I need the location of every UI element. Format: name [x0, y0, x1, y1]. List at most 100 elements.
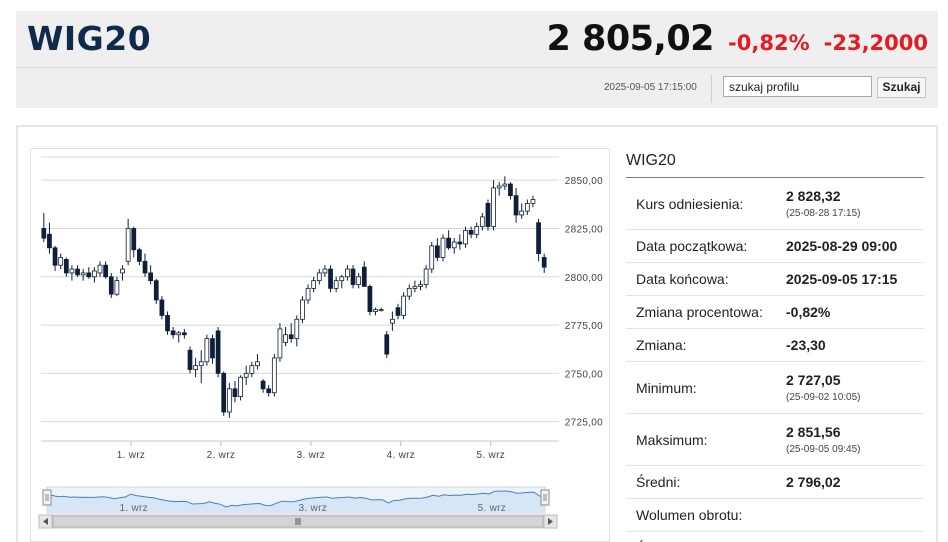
candle[interactable] — [508, 182, 513, 200]
candle[interactable] — [390, 311, 395, 331]
candle[interactable] — [401, 292, 407, 320]
candle[interactable] — [181, 328, 187, 339]
candle[interactable] — [541, 253, 547, 273]
candle[interactable] — [294, 315, 300, 347]
candle[interactable] — [52, 245, 58, 271]
candle[interactable] — [423, 265, 429, 289]
candle[interactable] — [502, 176, 508, 190]
candlestick-chart[interactable]: 2725,00 2750,00 2775,00 2800,00 2825,00 2850,… — [31, 149, 609, 541]
candle[interactable] — [271, 354, 277, 397]
candle[interactable] — [204, 334, 210, 366]
search-button[interactable]: Szukaj — [877, 77, 926, 98]
candle[interactable] — [108, 272, 114, 299]
candle[interactable] — [361, 261, 367, 287]
candle[interactable] — [75, 265, 80, 277]
candle[interactable] — [277, 323, 283, 362]
candle[interactable] — [474, 222, 480, 239]
candle[interactable] — [463, 226, 468, 248]
candle[interactable] — [305, 284, 311, 304]
candle[interactable] — [193, 357, 198, 378]
handle-body — [540, 489, 550, 506]
candle[interactable] — [80, 269, 86, 281]
candle[interactable] — [479, 213, 485, 231]
candle[interactable] — [530, 195, 536, 208]
candle[interactable] — [524, 199, 530, 215]
candle[interactable] — [513, 187, 519, 223]
candle[interactable] — [395, 303, 401, 320]
candle[interactable] — [485, 199, 491, 231]
candle[interactable] — [311, 276, 317, 293]
candle[interactable] — [322, 265, 328, 277]
candle[interactable] — [288, 323, 294, 343]
candle[interactable] — [187, 346, 193, 374]
candle[interactable] — [97, 261, 103, 277]
candle[interactable] — [451, 238, 457, 254]
candle[interactable] — [440, 234, 446, 262]
candle[interactable] — [519, 203, 525, 219]
candle[interactable] — [120, 265, 125, 281]
navigator-handle-left[interactable] — [42, 489, 52, 506]
candle[interactable] — [86, 267, 92, 279]
candle[interactable] — [333, 276, 339, 293]
scroll-left-button[interactable] — [38, 514, 53, 529]
candle[interactable] — [429, 242, 435, 273]
candle[interactable] — [238, 375, 243, 401]
candle[interactable] — [232, 381, 238, 403]
candle[interactable] — [446, 230, 451, 250]
candle[interactable] — [496, 182, 502, 196]
candle[interactable] — [137, 247, 142, 266]
candle[interactable] — [316, 269, 322, 285]
candle[interactable] — [367, 284, 373, 316]
range-navigator[interactable]: 1. wrz 3. wrz 5. wrz — [38, 486, 558, 529]
candle[interactable] — [283, 327, 288, 347]
candle[interactable] — [198, 350, 204, 384]
candle[interactable] — [226, 383, 232, 418]
candle[interactable] — [260, 379, 266, 393]
candle[interactable] — [41, 213, 47, 243]
candle[interactable] — [159, 296, 165, 320]
candle[interactable] — [125, 218, 131, 266]
candle[interactable] — [266, 384, 272, 397]
candle[interactable] — [536, 218, 541, 262]
candle[interactable] — [103, 261, 109, 279]
candle[interactable] — [491, 180, 496, 231]
candle[interactable] — [255, 354, 260, 370]
candle[interactable] — [170, 327, 176, 339]
candle[interactable] — [131, 226, 137, 258]
candle[interactable] — [153, 278, 159, 304]
candle[interactable] — [221, 371, 227, 416]
candle[interactable] — [142, 253, 148, 277]
candle[interactable] — [176, 330, 182, 343]
candle[interactable] — [300, 296, 305, 324]
candle[interactable] — [356, 272, 362, 289]
candle[interactable] — [412, 280, 418, 293]
candle[interactable] — [373, 307, 378, 316]
candle[interactable] — [350, 265, 356, 289]
candle[interactable] — [418, 280, 423, 291]
candle[interactable] — [468, 226, 474, 239]
candle[interactable] — [457, 234, 463, 250]
candle[interactable] — [249, 361, 255, 378]
candle[interactable] — [215, 327, 221, 378]
candle[interactable] — [406, 284, 412, 300]
candle[interactable] — [63, 257, 69, 277]
candle[interactable] — [434, 238, 440, 262]
candle[interactable] — [165, 311, 170, 335]
candle[interactable] — [243, 365, 249, 385]
candle-body — [232, 388, 238, 397]
candle[interactable] — [328, 265, 333, 293]
candle[interactable] — [58, 253, 64, 270]
candle[interactable] — [210, 334, 215, 364]
navigator-handle-right[interactable] — [540, 489, 550, 506]
candle[interactable] — [69, 265, 75, 281]
candle[interactable] — [384, 330, 390, 358]
candle[interactable] — [339, 274, 345, 289]
candle[interactable] — [345, 265, 350, 281]
candle[interactable] — [92, 267, 97, 283]
candle[interactable] — [47, 222, 52, 254]
candle[interactable] — [148, 265, 154, 285]
profile-search-input[interactable] — [723, 76, 872, 97]
candle[interactable] — [378, 307, 384, 312]
candle[interactable] — [114, 276, 120, 297]
scroll-right-button[interactable] — [543, 514, 558, 529]
